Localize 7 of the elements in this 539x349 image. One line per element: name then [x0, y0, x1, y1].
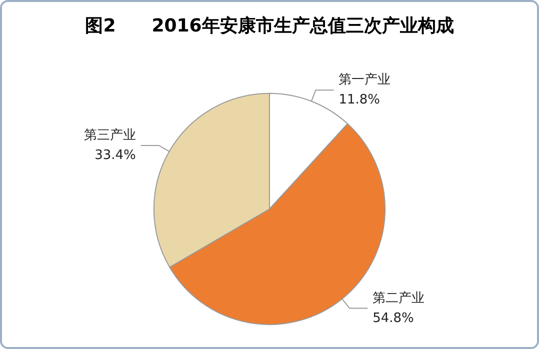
slice-label: 第二产业	[372, 290, 425, 306]
data-label: 33.4%	[94, 148, 136, 163]
data-label: 54.8%	[372, 310, 414, 326]
chart-title: 图2 2016年安康市生产总值三次产业构成	[85, 16, 454, 36]
slice-label: 第三产业	[84, 128, 136, 143]
data-label: 11.8%	[338, 92, 380, 108]
slice-label: 第一产业	[338, 72, 391, 88]
